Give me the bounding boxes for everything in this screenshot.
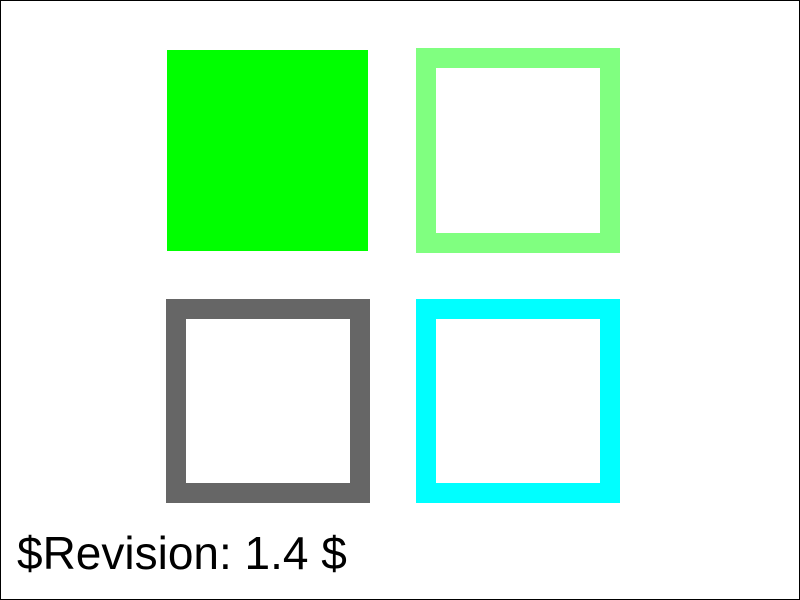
light-green-outline-square	[416, 48, 620, 253]
cyan-outline-square	[416, 299, 620, 503]
gray-outline-square	[166, 299, 370, 503]
revision-label: $Revision: 1.4 $	[17, 527, 347, 579]
solid-green-square	[167, 50, 368, 251]
